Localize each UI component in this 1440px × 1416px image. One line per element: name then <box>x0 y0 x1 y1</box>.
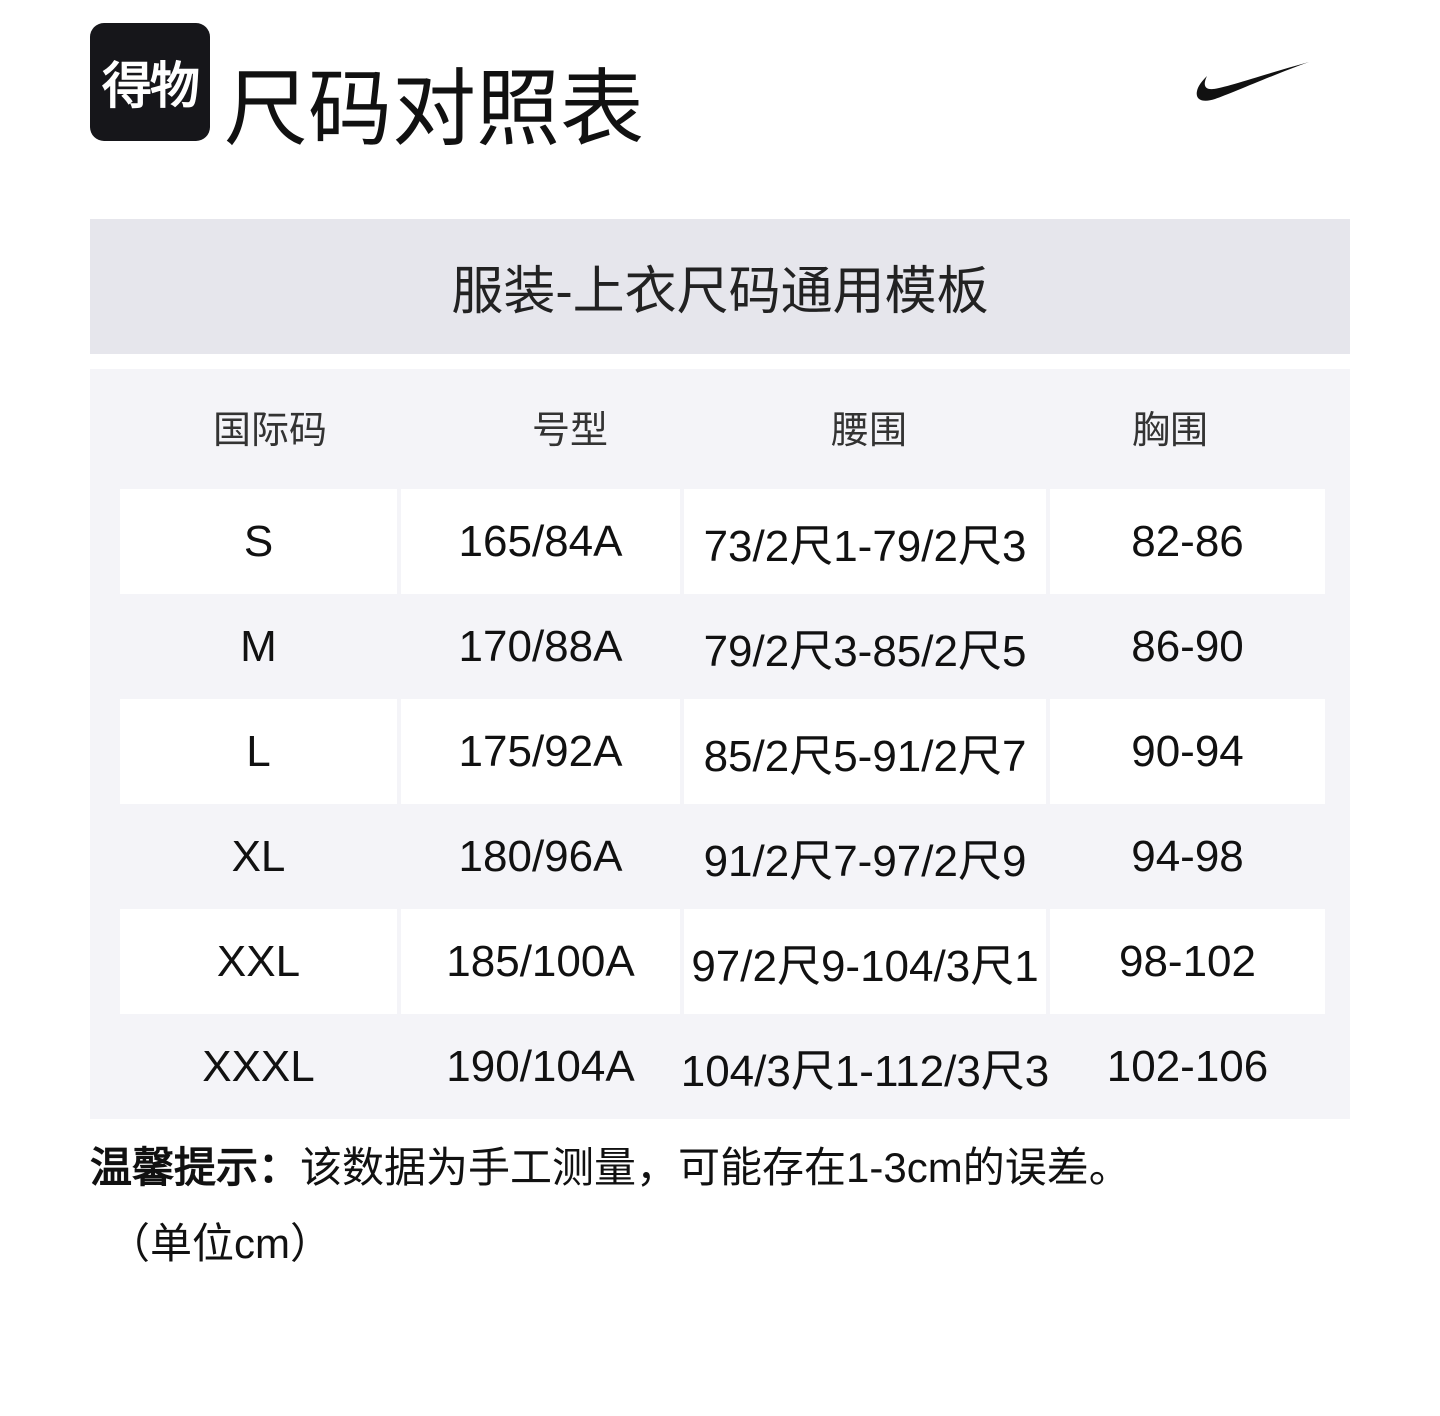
cell-size-type: 165/84A <box>401 489 680 594</box>
header-size-type: 号型 <box>531 410 608 452</box>
table-row: M 170/88A 79/2尺3-85/2尺5 86-90 <box>120 594 1317 699</box>
cell-waist: 85/2尺5-91/2尺7 <box>684 699 1046 804</box>
cell-waist: 91/2尺7-97/2尺9 <box>703 836 1027 886</box>
cell-chest: 82-86 <box>1050 489 1325 594</box>
tip-text: 该数据为手工测量，可能存在1-3cm的误差。 <box>300 1144 1131 1191</box>
cell-intl-size: L <box>120 699 397 804</box>
cell-chest: 86-90 <box>1131 621 1244 671</box>
page-title: 尺码对照表 <box>224 62 645 156</box>
cell-waist: 73/2尺1-79/2尺3 <box>684 489 1046 594</box>
table-row: XL 180/96A 91/2尺7-97/2尺9 94-98 <box>120 804 1317 909</box>
cell-chest: 94-98 <box>1131 831 1244 881</box>
table-row: S 165/84A 73/2尺1-79/2尺3 82-86 <box>120 489 1325 594</box>
cell-waist: 79/2尺3-85/2尺5 <box>703 626 1027 676</box>
cell-intl-size: XXL <box>120 909 397 1014</box>
table-row: XXL 185/100A 97/2尺9-104/3尺1 98-102 <box>120 909 1325 1014</box>
cell-intl-size: XL <box>231 831 286 881</box>
cell-intl-size: S <box>120 489 397 594</box>
header-chest: 胸围 <box>1131 410 1208 452</box>
cell-size-type: 190/104A <box>446 1041 635 1091</box>
dewu-logo: 得物 <box>90 23 210 141</box>
cell-intl-size: XXXL <box>202 1041 315 1091</box>
cell-chest: 98-102 <box>1050 909 1325 1014</box>
cell-chest: 102-106 <box>1106 1041 1269 1091</box>
cell-waist: 97/2尺9-104/3尺1 <box>684 909 1046 1014</box>
cell-intl-size: M <box>240 621 277 671</box>
unit-note: （单位cm） <box>108 1220 332 1267</box>
logo-text: 得物 <box>102 58 200 114</box>
cell-size-type: 180/96A <box>458 831 623 881</box>
cell-waist: 104/3尺1-112/3尺3 <box>680 1046 1050 1096</box>
table-row: L 175/92A 85/2尺5-91/2尺7 90-94 <box>120 699 1325 804</box>
tip-note: 温馨提示：该数据为手工测量，可能存在1-3cm的误差。 <box>90 1140 1131 1196</box>
cell-size-type: 170/88A <box>458 621 623 671</box>
table-title-banner: 服装-上衣尺码通用模板 <box>90 219 1350 354</box>
cell-size-type: 185/100A <box>401 909 680 1014</box>
tip-label: 温馨提示： <box>90 1144 301 1191</box>
cell-chest: 90-94 <box>1050 699 1325 804</box>
nike-swoosh-icon <box>1196 62 1309 101</box>
size-table: 国际码 号型 腰围 胸围 S 165/84A 73/2尺1-79/2尺3 82-86 M… <box>90 369 1350 1119</box>
table-row: XXXL 190/104A 104/3尺1-112/3尺3 102-106 <box>120 1014 1317 1119</box>
cell-size-type: 175/92A <box>401 699 680 804</box>
header-waist: 腰围 <box>830 410 907 452</box>
header-intl-size: 国际码 <box>212 410 327 452</box>
